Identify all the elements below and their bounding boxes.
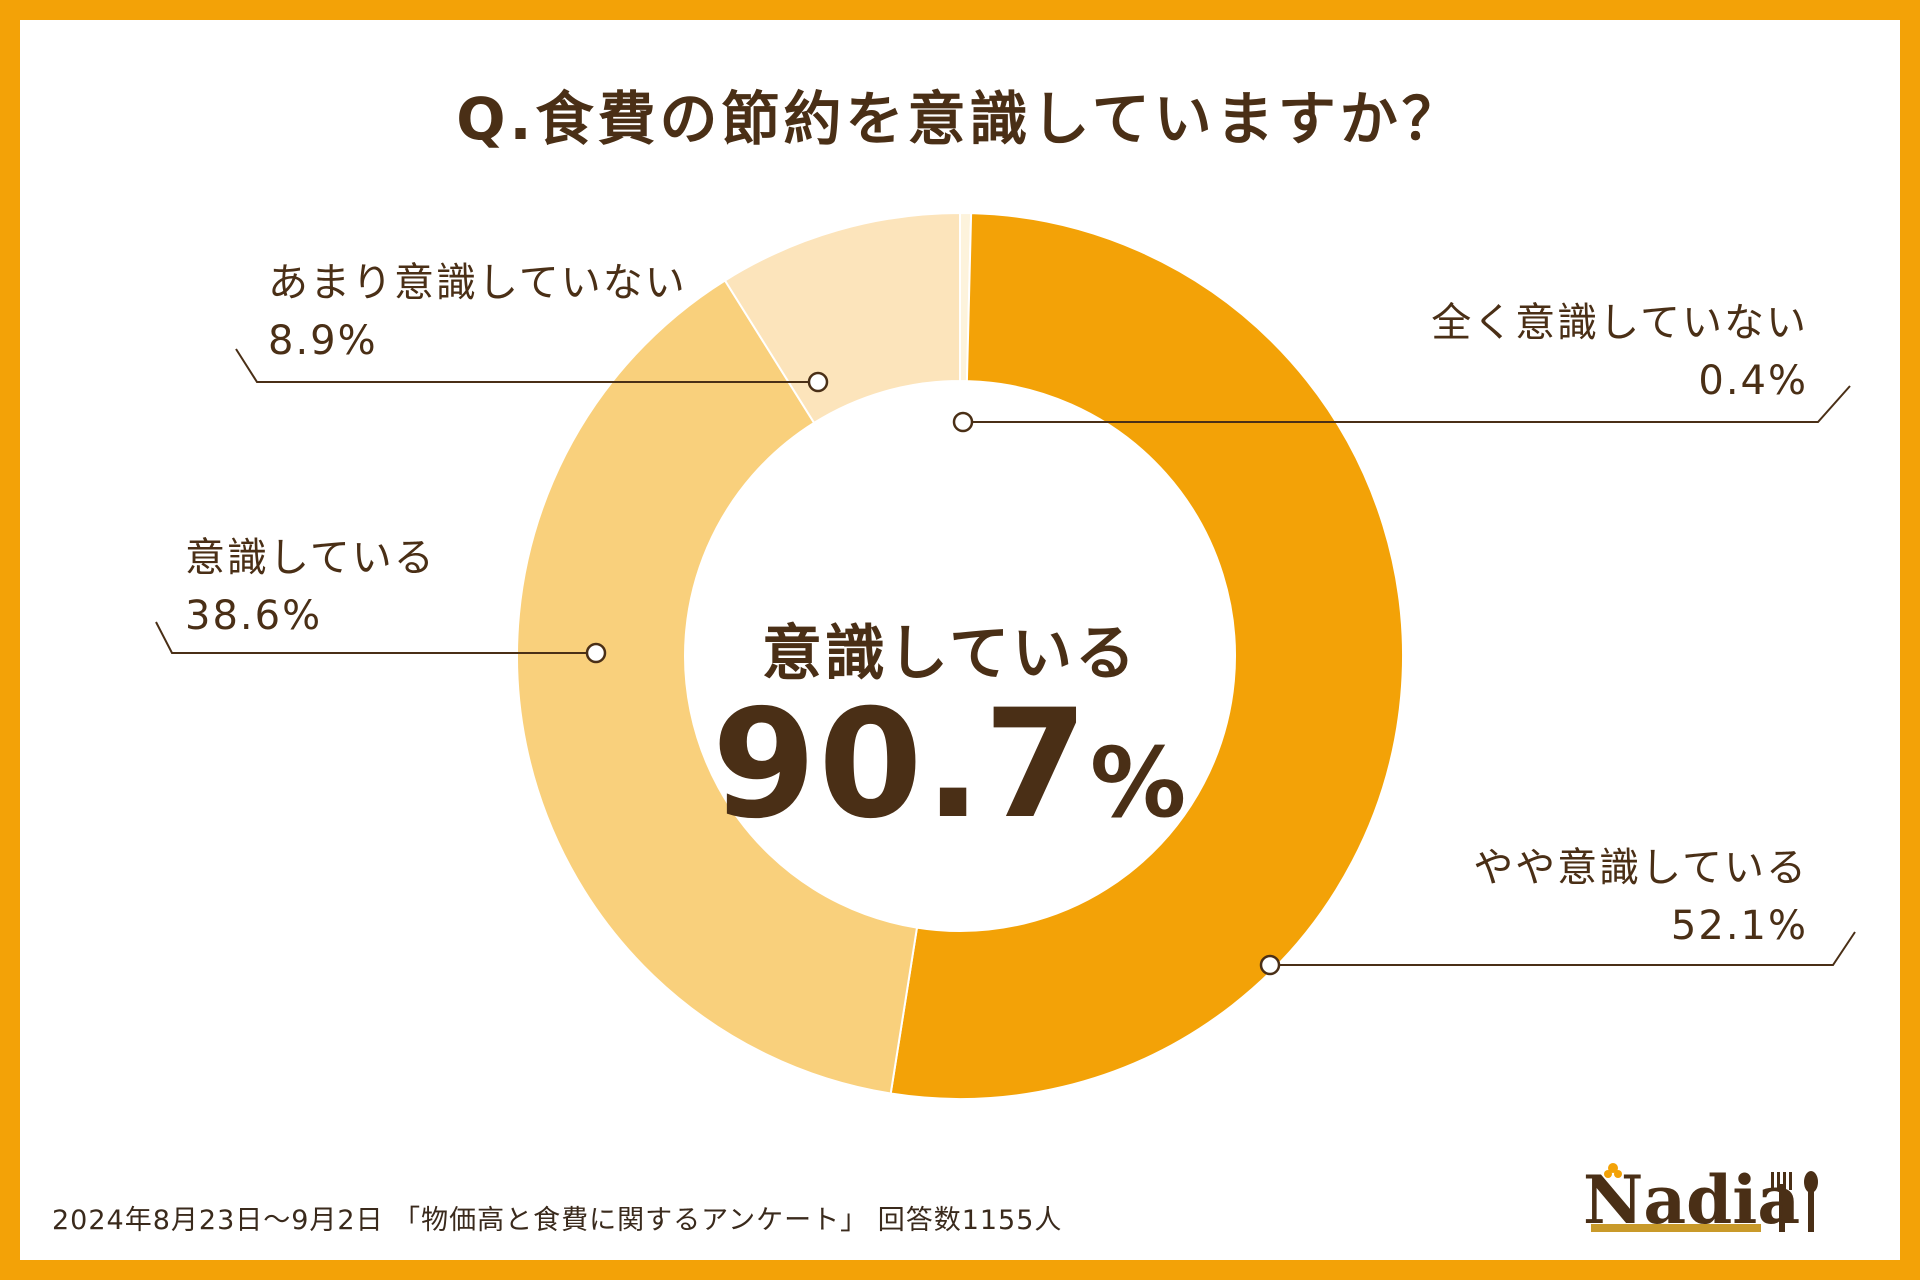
page-title: Q.食費の節約を意識していますか？	[456, 85, 1464, 153]
leader-dot-amari	[807, 371, 829, 393]
center-value-number: 90.7	[711, 678, 1090, 852]
center-label: 意識している	[761, 619, 1139, 689]
logo-graphic	[1591, 1163, 1818, 1232]
label-mattaku: 全く意識していない 0.4%	[1431, 290, 1808, 404]
label-mattaku-value: 0.4%	[1698, 358, 1808, 404]
leader-line-ishiki	[155, 621, 596, 654]
leader-lines	[155, 348, 1856, 966]
label-mattaku-name: 全く意識していない	[1431, 300, 1808, 346]
label-amari: あまり意識していない 8.9%	[268, 250, 687, 364]
label-yaya-name: やや意識している	[1473, 845, 1808, 891]
slice-ishiki	[516, 279, 919, 1095]
leader-line-yaya	[1270, 931, 1856, 966]
survey-footer: 2024年8月23日～9月2日 「物価高と食費に関するアンケート」 回答数115…	[52, 1205, 1063, 1236]
label-ishiki-value: 38.6%	[185, 593, 323, 639]
center-value-unit: %	[1089, 727, 1189, 839]
spoon-icon	[1804, 1171, 1818, 1232]
center-value: 90.7%	[700, 690, 1200, 840]
flower-icon	[1604, 1163, 1622, 1178]
label-ishiki-name: 意識している	[185, 535, 436, 581]
logo-underline	[1591, 1224, 1761, 1232]
nadia-logo: Nadia	[1583, 1160, 1853, 1240]
slice-amari	[723, 211, 961, 425]
slice-yaya	[889, 212, 1404, 1100]
label-yaya-value: 52.1%	[1670, 903, 1808, 949]
donut-slices	[516, 211, 1404, 1100]
label-yaya: やや意識している 52.1%	[1473, 835, 1808, 949]
logo-text: Nadia	[1583, 1161, 1801, 1239]
fork-icon	[1771, 1172, 1792, 1232]
label-ishiki: 意識している 38.6%	[185, 525, 436, 639]
label-amari-value: 8.9%	[268, 318, 378, 364]
leader-dot-yaya	[1259, 954, 1281, 976]
leader-dot-mattaku	[952, 411, 974, 433]
leader-line-amari	[235, 348, 818, 383]
leader-dot-ishiki	[585, 642, 607, 664]
label-amari-name: あまり意識していない	[268, 260, 687, 306]
leader-line-mattaku	[963, 385, 1851, 423]
